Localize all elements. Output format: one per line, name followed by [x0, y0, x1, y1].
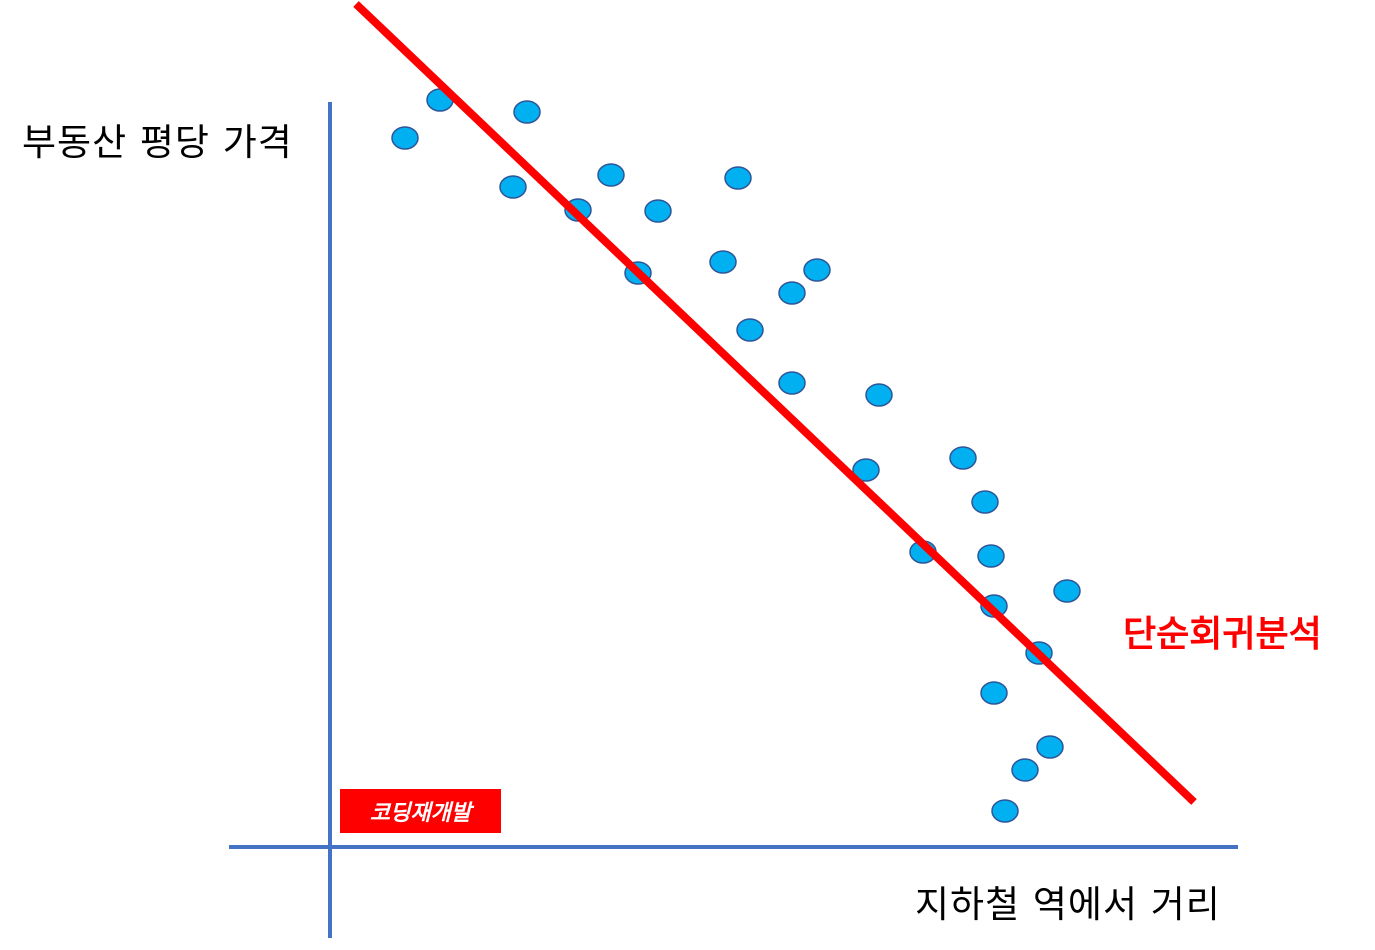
data-point [1011, 758, 1039, 782]
data-point [803, 258, 831, 282]
x-axis-label: 지하철 역에서 거리 [915, 883, 1221, 926]
data-point [778, 281, 806, 305]
data-point [1053, 579, 1081, 603]
data-point [391, 126, 419, 150]
brand-badge: 코딩재개발 [340, 789, 501, 833]
data-point [724, 166, 752, 190]
regression-line [353, 1, 1197, 805]
data-point [513, 100, 541, 124]
data-point [709, 250, 737, 274]
data-point [971, 490, 999, 514]
data-point [644, 199, 672, 223]
data-points [391, 88, 1081, 823]
data-point [865, 383, 893, 407]
data-point [949, 446, 977, 470]
data-point [499, 175, 527, 199]
data-point [1036, 735, 1064, 759]
data-point [991, 799, 1019, 823]
regression-label: 단순회귀분석 [1123, 614, 1322, 655]
data-point [778, 371, 806, 395]
y-axis-label: 부동산 평당 가격 [22, 121, 293, 164]
data-point [980, 681, 1008, 705]
data-point [597, 163, 625, 187]
data-point [736, 318, 764, 342]
data-point [977, 544, 1005, 568]
data-point [852, 458, 880, 482]
